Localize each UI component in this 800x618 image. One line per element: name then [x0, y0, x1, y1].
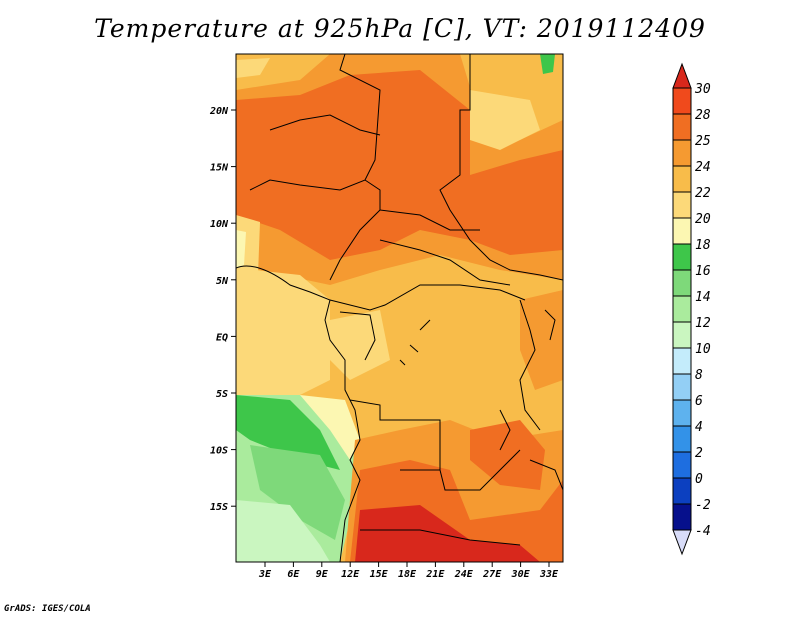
- lat-tick-label: 10N: [210, 219, 229, 230]
- axis-ticks: [231, 109, 550, 567]
- colorbar-swatch: [672, 295, 692, 323]
- colorbar-label: 2: [695, 446, 703, 461]
- colorbar-swatch: [672, 191, 692, 219]
- footer-credit: GrADS: IGES/COLA: [4, 604, 91, 614]
- lon-tick-label: 33E: [539, 569, 559, 580]
- colorbar-label: 4: [695, 420, 703, 435]
- lat-tick-label: 5S: [216, 389, 228, 400]
- lon-tick-label: 12E: [341, 569, 360, 580]
- colorbar-swatch: [672, 165, 692, 193]
- lon-tick-label: 9E: [316, 569, 329, 580]
- lon-tick-label: 18E: [398, 569, 417, 580]
- colorbar-swatch: [672, 139, 692, 167]
- colorbar-swatch: [672, 347, 692, 375]
- lon-tick-label: 24E: [454, 569, 474, 580]
- colorbar-swatch: [672, 503, 692, 531]
- lon-tick-label: 3E: [258, 569, 272, 580]
- map-title: Temperature at 925hPa [C], VT: 201911240…: [94, 14, 706, 43]
- colorbar-bottom-arrow: [672, 529, 692, 556]
- country-borders: [236, 54, 563, 562]
- lat-tick-label: 15S: [210, 502, 228, 513]
- colorbar-top-arrow: [672, 62, 692, 89]
- colorbar-label: 12: [695, 316, 711, 331]
- temperature-field: [236, 54, 563, 562]
- colorbar-swatch: [672, 399, 692, 427]
- colorbar-swatch: [672, 87, 692, 115]
- colorbar-label: 20: [695, 212, 711, 227]
- lon-tick-label: 27E: [482, 569, 502, 580]
- lon-tick-label: 15E: [370, 569, 389, 580]
- colorbar-swatch: [672, 425, 692, 453]
- colorbar-label: -4: [695, 524, 711, 539]
- lat-tick-label: 5N: [216, 276, 229, 287]
- lon-tick-label: 30E: [511, 569, 531, 580]
- lat-tick-label: 15N: [210, 163, 229, 174]
- colorbar-swatch: [672, 217, 692, 245]
- colorbar-label: 25: [695, 134, 711, 149]
- lat-tick-label: EQ: [216, 332, 228, 343]
- colorbar-swatch: [672, 451, 692, 479]
- colorbar-label: 10: [695, 342, 711, 357]
- colorbar-label: 18: [695, 238, 711, 253]
- colorbar-swatch: [672, 269, 692, 297]
- colorbar-label: 6: [695, 394, 703, 409]
- lon-tick-label: 21E: [425, 569, 445, 580]
- colorbar-label: -2: [695, 498, 711, 513]
- colorbar-label: 22: [695, 186, 711, 201]
- colorbar-swatch: [672, 477, 692, 505]
- lat-tick-label: 20N: [209, 106, 229, 117]
- colorbar-label: 14: [695, 290, 711, 305]
- colorbar-label: 0: [695, 472, 703, 487]
- colorbar-label: 24: [695, 160, 711, 175]
- colorbar-label: 30: [694, 82, 711, 97]
- colorbar-label: 8: [695, 368, 703, 383]
- colorbar-label: 16: [695, 264, 711, 279]
- colorbar-swatch: [672, 243, 692, 271]
- colorbar-swatch: [672, 373, 692, 401]
- lon-tick-label: 6E: [287, 569, 300, 580]
- colorbar-swatch: [672, 113, 692, 141]
- colorbar-swatch: [672, 321, 692, 349]
- colorbar-label: 28: [695, 108, 711, 123]
- lat-tick-label: 10S: [210, 446, 228, 457]
- map-frame: [235, 53, 564, 563]
